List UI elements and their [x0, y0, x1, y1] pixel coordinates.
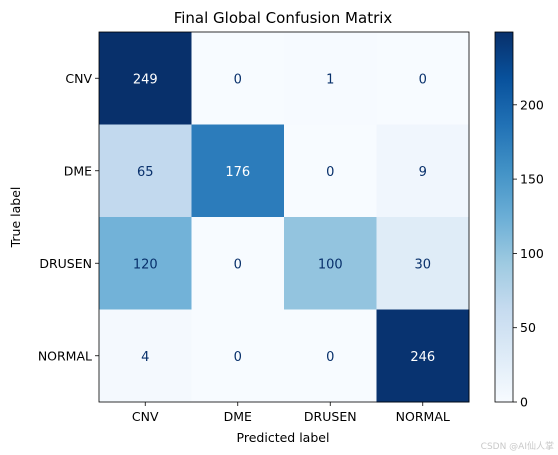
- heatmap-cell: [99, 32, 192, 125]
- cell-value: 0: [326, 350, 334, 365]
- heatmap-cell: [376, 309, 470, 403]
- heatmap-cell: [284, 217, 377, 310]
- heatmap-cell: [191, 217, 285, 310]
- cell-value: 30: [414, 257, 431, 272]
- heatmap-cell: [191, 32, 285, 125]
- x-tick-label: CNV: [132, 409, 159, 424]
- cell-value: 1: [326, 72, 334, 87]
- heatmap-cell: [99, 217, 192, 310]
- colorbar-gradient: [494, 31, 514, 403]
- heatmap-cell: [376, 217, 470, 310]
- cell-value: 120: [133, 257, 158, 272]
- x-axis-ticks: CNV DME DRUSEN NORMAL: [132, 402, 450, 424]
- heatmap-cell: [191, 124, 285, 218]
- x-axis-label: Predicted label: [237, 430, 330, 445]
- y-tick-label: CNV: [65, 71, 92, 86]
- watermark: CSDN @AI仙人掌: [480, 442, 554, 452]
- chart-title: Final Global Confusion Matrix: [174, 9, 393, 27]
- cell-value: 0: [326, 165, 334, 180]
- heatmap-cell: [191, 309, 285, 403]
- y-tick-label: DME: [64, 163, 92, 178]
- colorbar-tick-label: 150: [520, 172, 544, 187]
- cell-value: 0: [234, 350, 242, 365]
- heatmap-cell: [376, 124, 470, 218]
- cell-value: 65: [137, 165, 154, 180]
- heatmap-cell: [284, 309, 377, 403]
- heatmap-cell: [376, 32, 470, 125]
- colorbar-tick-label: 50: [520, 320, 536, 335]
- x-tick-label: DRUSEN: [304, 409, 357, 424]
- heatmap-cell: [99, 124, 192, 218]
- cell-value: 176: [225, 165, 250, 180]
- colorbar: 0 50 100 150 200: [494, 31, 544, 410]
- colorbar-tick-label: 100: [520, 246, 544, 261]
- cell-value: 0: [419, 72, 427, 87]
- cell-value: 0: [234, 72, 242, 87]
- heatmap-cells: 249 0 1 0 65 176 0 9 120 0 100 30 4 0 0 246: [98, 31, 470, 403]
- cell-value: 246: [410, 350, 435, 365]
- heatmap-cell: [99, 309, 192, 403]
- cell-value: 249: [133, 72, 158, 87]
- colorbar-tick-label: 200: [520, 97, 544, 112]
- heatmap-cell: [284, 32, 377, 125]
- plot-frame: [98, 31, 470, 403]
- y-axis-label: True label: [8, 187, 23, 249]
- colorbar-tick-label: 0: [520, 395, 528, 410]
- cell-value: 9: [419, 165, 427, 180]
- cell-value: 4: [141, 350, 149, 365]
- heatmap-cell: [284, 124, 377, 218]
- x-tick-label: NORMAL: [396, 409, 450, 424]
- y-tick-label: NORMAL: [38, 348, 92, 363]
- cell-value: 100: [318, 257, 343, 272]
- y-axis-ticks: CNV DME DRUSEN NORMAL: [38, 71, 99, 363]
- y-tick-label: DRUSEN: [39, 256, 92, 271]
- cell-value: 0: [234, 257, 242, 272]
- x-tick-label: DME: [224, 409, 252, 424]
